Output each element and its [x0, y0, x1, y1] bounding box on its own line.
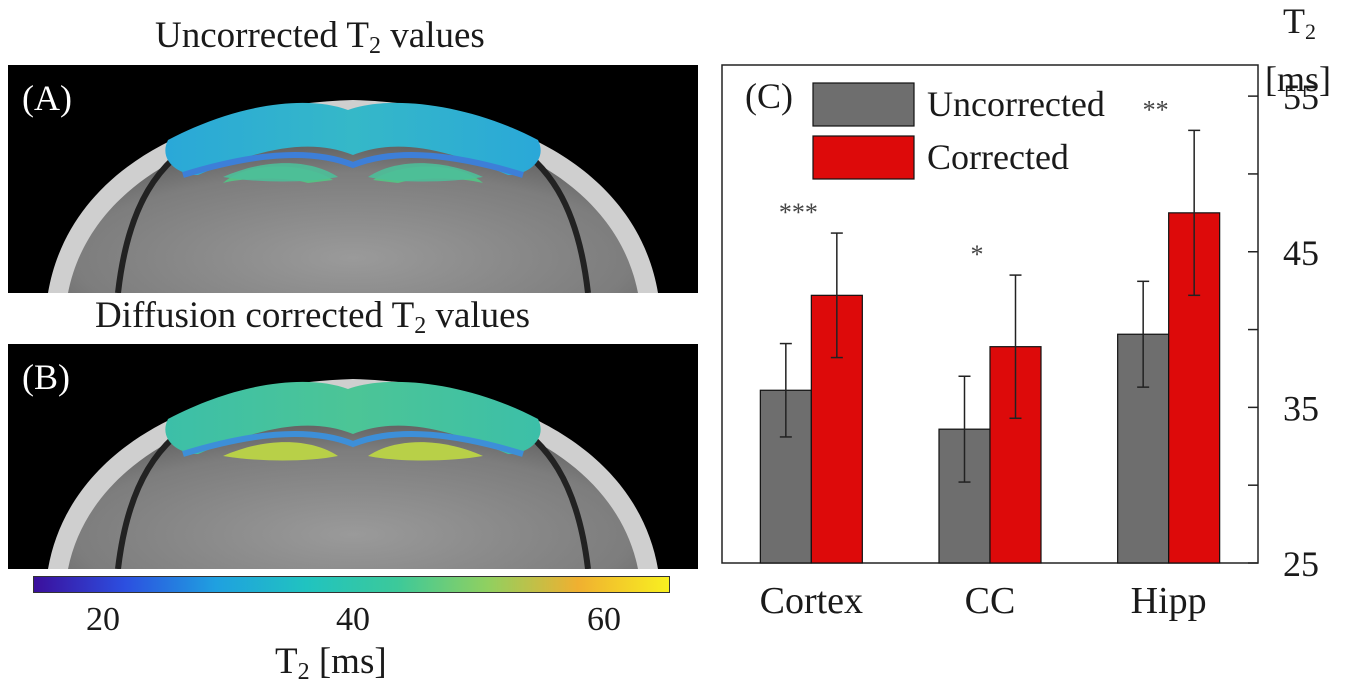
legend-label-uncorrected: Uncorrected — [927, 84, 1105, 124]
y-tick-label-55: 55 — [1283, 77, 1319, 117]
colorbar-tick-20: 20 — [86, 601, 120, 638]
panel-a-title-sub: 2 — [369, 33, 382, 59]
mri-slice-a — [48, 100, 658, 293]
panel-a-title-text: Uncorrected T — [155, 15, 370, 56]
significance-hipp: ** — [1143, 95, 1169, 124]
significance-cortex: *** — [779, 198, 818, 227]
panel-a-title: Uncorrected T2 values — [155, 14, 485, 60]
colorbar-tick-60: 60 — [587, 601, 621, 638]
panel-a-mri-image: (A) — [8, 65, 698, 293]
colorbar-tick-40: 40 — [336, 601, 370, 638]
panel-b-mri-image: (B) — [8, 344, 698, 569]
colorbar-label-unit: [ms] — [309, 641, 387, 682]
colorbar-label: T2 [ms] — [275, 640, 387, 686]
panel-c-label: (C) — [745, 76, 793, 116]
panel-b-title: Diffusion corrected T2 values — [95, 294, 530, 340]
colorbar-label-sub: 2 — [297, 659, 310, 685]
x-tick-label-cortex: Cortex — [760, 580, 863, 622]
panel-b-label: (B) — [22, 357, 70, 397]
panel-b-title-sub: 2 — [414, 313, 427, 339]
mri-slice-b — [48, 379, 658, 569]
y-tick-label-45: 45 — [1283, 233, 1319, 273]
panel-a-label: (A) — [22, 78, 72, 118]
y-axis-unit: [ms] — [1265, 59, 1331, 99]
y-axis-label-main: T — [1283, 1, 1305, 41]
significance-cc: * — [971, 240, 984, 269]
x-tick-label-hipp: Hipp — [1131, 580, 1207, 622]
y-axis-label-sub: 2 — [1305, 19, 1316, 44]
x-tick-label-cc: CC — [965, 580, 1016, 622]
colorbar — [33, 576, 670, 593]
y-axis-label: T2 — [1283, 0, 1316, 45]
legend-swatch-uncorrected — [812, 82, 915, 127]
panel-b-title-text: Diffusion corrected T — [95, 295, 415, 336]
legend-label-corrected: Corrected — [927, 137, 1069, 177]
y-tick-label-25: 25 — [1283, 544, 1319, 584]
legend-swatch-corrected — [812, 135, 915, 180]
panel-b-title-tail: values — [426, 295, 530, 336]
colorbar-label-text: T — [275, 641, 298, 682]
y-tick-label-35: 35 — [1283, 388, 1319, 428]
panel-a-title-tail: values — [381, 15, 485, 56]
